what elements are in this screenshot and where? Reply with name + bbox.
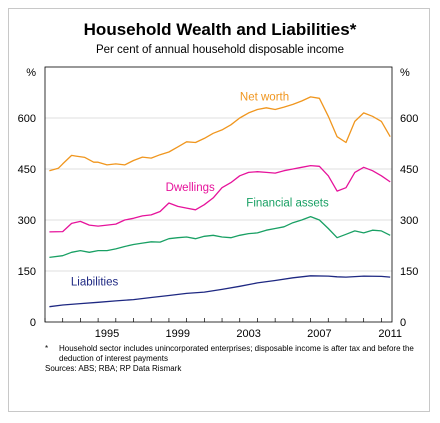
x-tick-label: 2011 (378, 328, 402, 340)
gridlines (45, 117, 392, 272)
y-tick-left: 0 (30, 317, 36, 329)
x-tick-label: 2007 (307, 328, 331, 340)
label-net-worth: Net worth (240, 91, 289, 103)
y-unit-left: % (26, 67, 36, 79)
axis-ticks: 0 0 150 150 300 300 450 450 600 600% % 1995 1999 2003… (18, 67, 419, 340)
series-line-net-worth (49, 96, 391, 172)
label-liabilities: Liabilities (71, 277, 119, 289)
series-labels: Net worth Dwellings Financial assets Liabil… (71, 91, 329, 288)
series-line-liabilities (49, 275, 391, 308)
y-tick-left: 450 (18, 164, 36, 176)
series-line-financial-assets (49, 215, 391, 259)
x-tick-label: 1999 (166, 328, 190, 340)
sources-text: Sources: ABS; RBA; RP Data Rismark (45, 364, 182, 373)
series-lines (49, 96, 391, 308)
label-dwellings: Dwellings (166, 182, 215, 194)
y-tick-right: 600 (400, 113, 418, 125)
chart-subtitle: Per cent of annual household disposable … (95, 44, 345, 56)
y-tick-left: 150 (18, 266, 36, 278)
x-tick-label: 2003 (236, 328, 260, 340)
y-tick-right: 0 (400, 317, 406, 329)
y-tick-right: 300 (400, 215, 418, 227)
y-tick-left: 600 (18, 113, 36, 125)
y-tick-left: 300 (18, 215, 36, 227)
x-tick-label: 1995 (95, 328, 119, 340)
chart-frame (8, 8, 430, 412)
y-tick-right: 150 (400, 266, 418, 278)
chart-title: Household Wealth and Liabilities* (83, 20, 357, 39)
footnote-marker: * (45, 344, 49, 353)
label-financial-assets: Financial assets (246, 197, 329, 209)
series-line-dwellings (49, 164, 391, 233)
y-unit-right: % (400, 67, 410, 79)
plot-border (44, 66, 393, 323)
y-tick-right: 450 (400, 164, 418, 176)
chart-notes: * Household sector includes unincorporat… (45, 344, 415, 374)
footnote-text: Household sector includes unincorporated… (59, 344, 414, 363)
